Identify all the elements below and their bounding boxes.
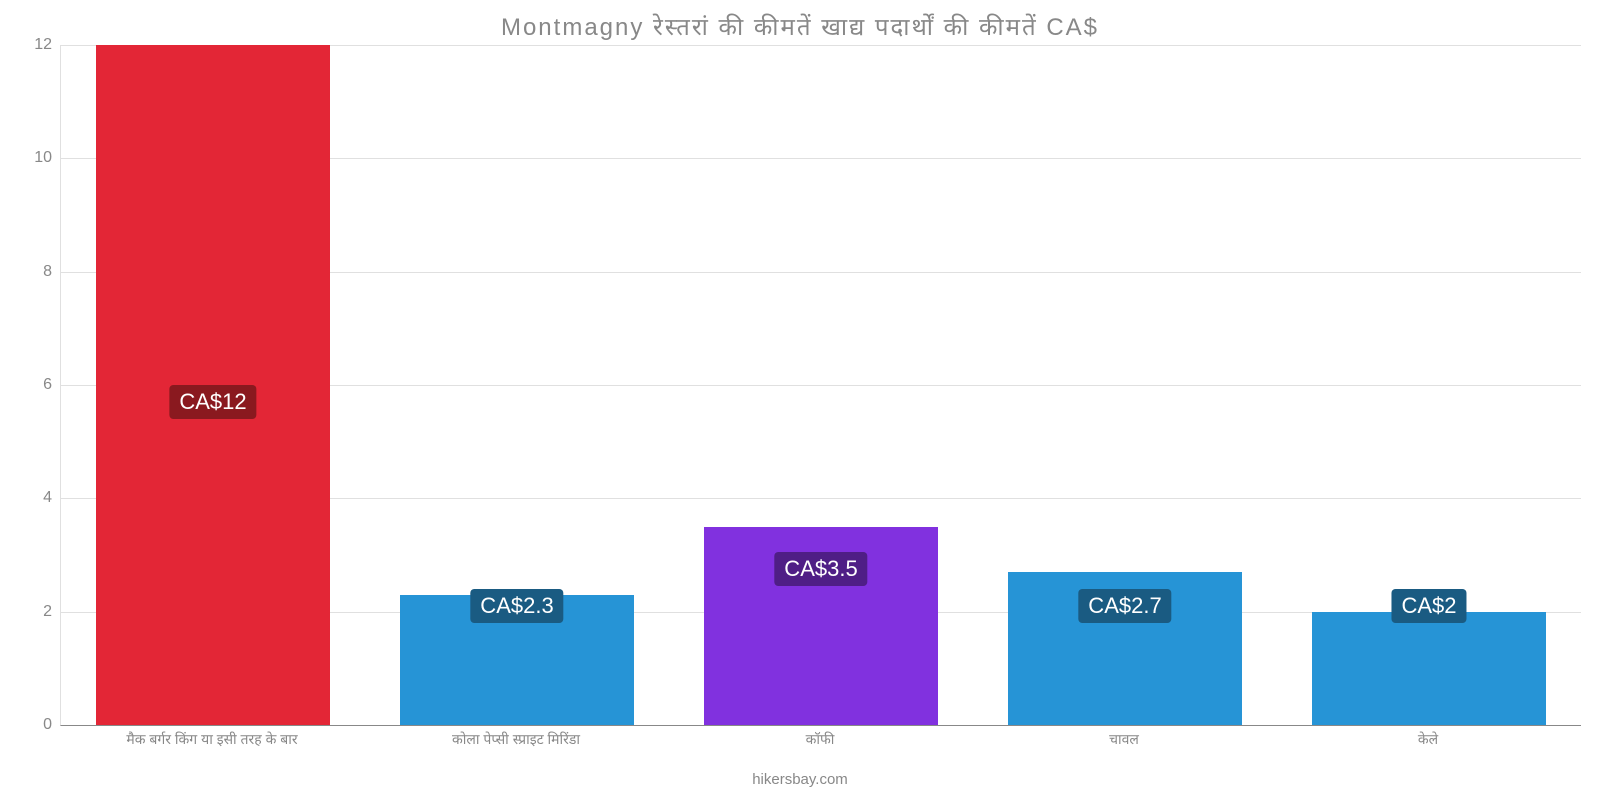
y-tick-label: 0 xyxy=(43,716,52,734)
bar xyxy=(1312,612,1546,725)
plot-area: CA$12 CA$2.3 CA$3.5 CA$2.7 CA$2 xyxy=(60,45,1581,726)
bar-value-label: CA$2.3 xyxy=(470,589,563,623)
chart-credit: hikersbay.com xyxy=(0,771,1600,788)
x-tick-label: चावल xyxy=(1109,730,1139,749)
chart-title: Montmagny रेस्तरां की कीमतें खाद्य पदार्… xyxy=(0,10,1600,43)
price-chart: Montmagny रेस्तरां की कीमतें खाद्य पदार्… xyxy=(0,0,1600,800)
y-tick-label: 10 xyxy=(34,149,52,167)
bar-value-label: CA$12 xyxy=(169,385,256,419)
y-tick-label: 8 xyxy=(43,263,52,281)
x-tick-label: कोला पेप्सी स्प्राइट मिरिंडा xyxy=(452,730,580,749)
x-tick-label: कॉफी xyxy=(806,730,835,749)
x-tick-label: केले xyxy=(1418,730,1438,749)
bar-value-label: CA$3.5 xyxy=(774,552,867,586)
bar-value-label: CA$2 xyxy=(1391,589,1466,623)
y-tick-label: 6 xyxy=(43,376,52,394)
bar-value-label: CA$2.7 xyxy=(1078,589,1171,623)
y-tick-label: 12 xyxy=(34,36,52,54)
y-tick-label: 2 xyxy=(43,603,52,621)
x-tick-label: मैक बर्गर किंग या इसी तरह के बार xyxy=(126,730,297,749)
y-tick-label: 4 xyxy=(43,489,52,507)
